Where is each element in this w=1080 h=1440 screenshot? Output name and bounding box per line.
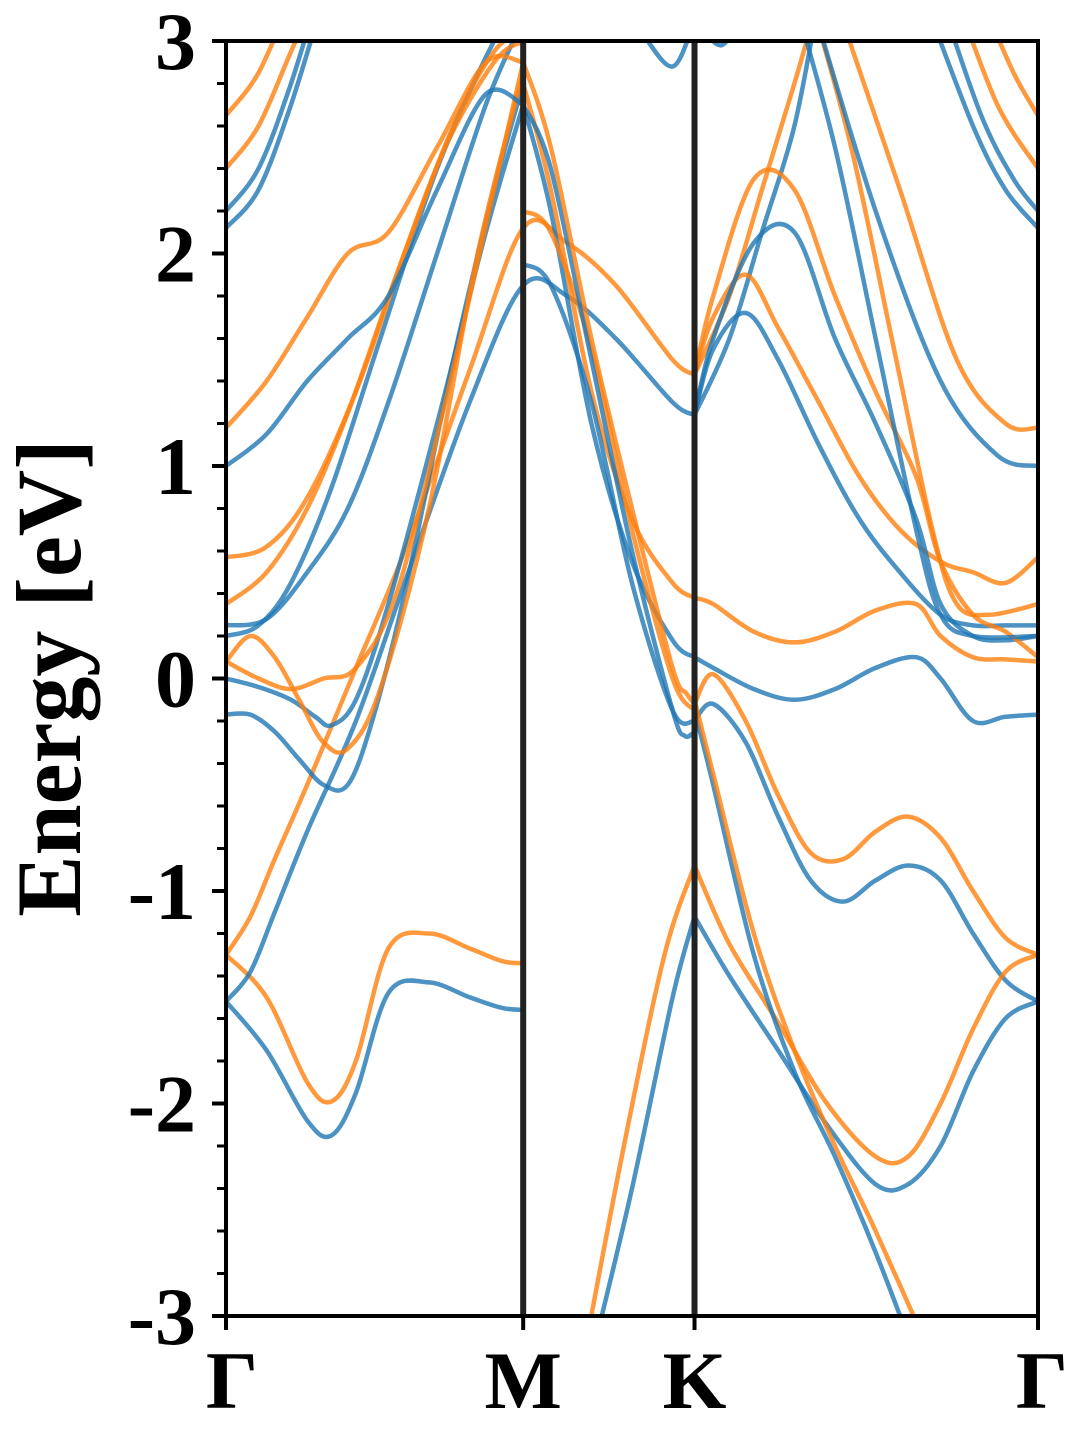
y-tick-label: -2 [128,1059,196,1150]
y-axis-label: Energy [eV] [0,439,100,917]
band-blue-5 [226,102,526,729]
band-blue-49 [709,41,730,48]
band-orange-1 [226,930,526,1105]
y-axis-ticks: 3 2 1 0 -1 -2 -3 [128,0,226,1362]
x-tick-label: M [484,1335,561,1426]
band-orange-16 [226,41,299,171]
band-blue-22 [520,102,697,740]
y-tick-label: 2 [155,209,196,300]
band-blue-32 [599,914,697,1316]
band-blue-42 [820,41,1038,469]
x-tick-label: Γ [1016,1335,1068,1426]
band-blue-2 [226,276,697,1004]
band-orange-43 [847,41,1038,432]
band-orange-29 [692,863,1038,1166]
band-blue-26 [692,701,1038,1004]
y-tick-label: 1 [155,421,196,512]
band-orange-25 [692,595,1038,664]
band-orange-7 [226,60,526,692]
band-lines [226,41,1038,1316]
band-blue-40 [804,41,1038,640]
band-orange-31 [692,697,917,1316]
band-orange-19 [520,81,697,601]
band-blue-36 [692,310,1038,629]
band-blue-44 [937,41,1038,231]
band-orange-21 [520,208,697,713]
band-orange-3 [226,217,697,958]
y-tick-label: 3 [155,0,196,87]
band-blue-24 [692,654,1038,726]
band-blue-48 [645,41,690,69]
high-symmetry-lines [520,41,698,1316]
band-orange-27 [692,672,1038,958]
y-tick-label: 0 [155,634,196,725]
band-blue-0 [226,978,526,1140]
band-blue-30 [692,708,903,1316]
x-tick-label: K [663,1335,727,1426]
band-orange-46 [969,41,1038,171]
y-tick-label: -3 [128,1271,196,1362]
band-orange-37 [692,272,1038,586]
x-tick-label: Γ [206,1335,258,1426]
band-orange-17 [226,41,276,118]
plot-frame [224,39,1040,1318]
band-orange-11 [226,41,508,560]
band-blue-15 [226,41,307,214]
band-blue-45 [952,41,1038,214]
band-blue-14 [226,41,314,231]
y-tick-label: -1 [128,846,196,937]
band-orange-33 [588,863,697,1316]
band-orange-47 [996,41,1038,118]
band-blue-12 [226,87,526,469]
band-orange-23 [520,60,697,707]
band-orange-13 [226,53,526,431]
band-orange-41 [820,41,1038,618]
band-blue-8 [226,41,516,628]
band-blue-18 [520,102,697,660]
band-blue-28 [692,914,1038,1193]
